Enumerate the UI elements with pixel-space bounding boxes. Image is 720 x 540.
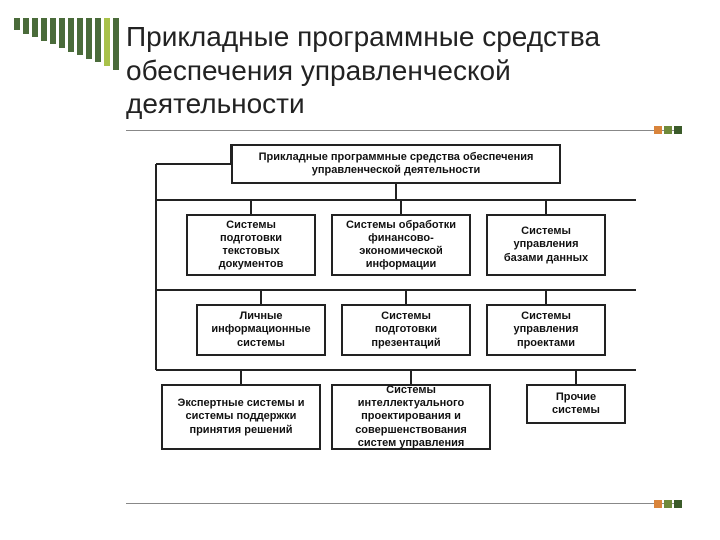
brand-square [654,126,662,134]
brand-square [674,500,682,508]
node-r2c1: Личные информационные системы [196,304,326,356]
node-r1c3: Системы управления базами данных [486,214,606,276]
node-r3c1: Экспертные системы и системы поддержки п… [161,384,321,450]
node-r1c2: Системы обработки финансово-экономическо… [331,214,471,276]
decorative-bars [14,18,119,70]
node-r3c2: Системы интеллектуального проектирования… [331,384,491,450]
node-root: Прикладные программные средства обеспече… [231,144,561,184]
node-r1c1: Системы подготовки текстовых документов [186,214,316,276]
node-r2c2: Системы подготовки презентаций [341,304,471,356]
node-r3c3: Прочие системы [526,384,626,424]
node-r2c3: Системы управления проектами [486,304,606,356]
brand-square [664,500,672,508]
brand-square [674,126,682,134]
rule-bottom [126,503,680,504]
rule-top [126,130,680,131]
brand-square [664,126,672,134]
page-title: Прикладные программные средства обеспече… [126,20,680,121]
brand-square [654,500,662,508]
org-chart: Прикладные программные средства обеспече… [126,144,666,480]
